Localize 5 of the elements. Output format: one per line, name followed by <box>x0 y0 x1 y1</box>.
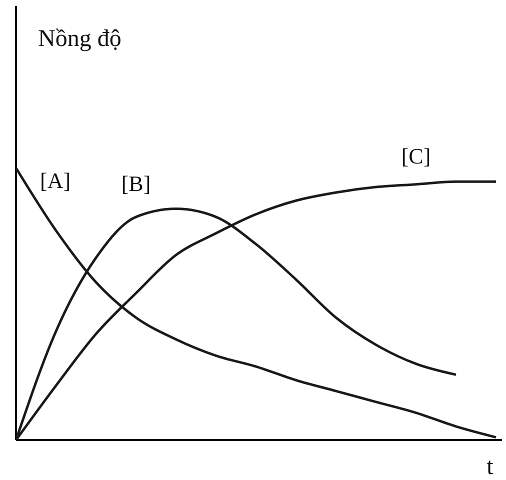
series-label: [A] <box>40 168 71 193</box>
series-label: [C] <box>401 144 431 169</box>
x-axis-title: t <box>486 454 494 480</box>
y-axis-title: Nồng độ <box>38 26 122 52</box>
series-label: [B] <box>121 170 151 196</box>
